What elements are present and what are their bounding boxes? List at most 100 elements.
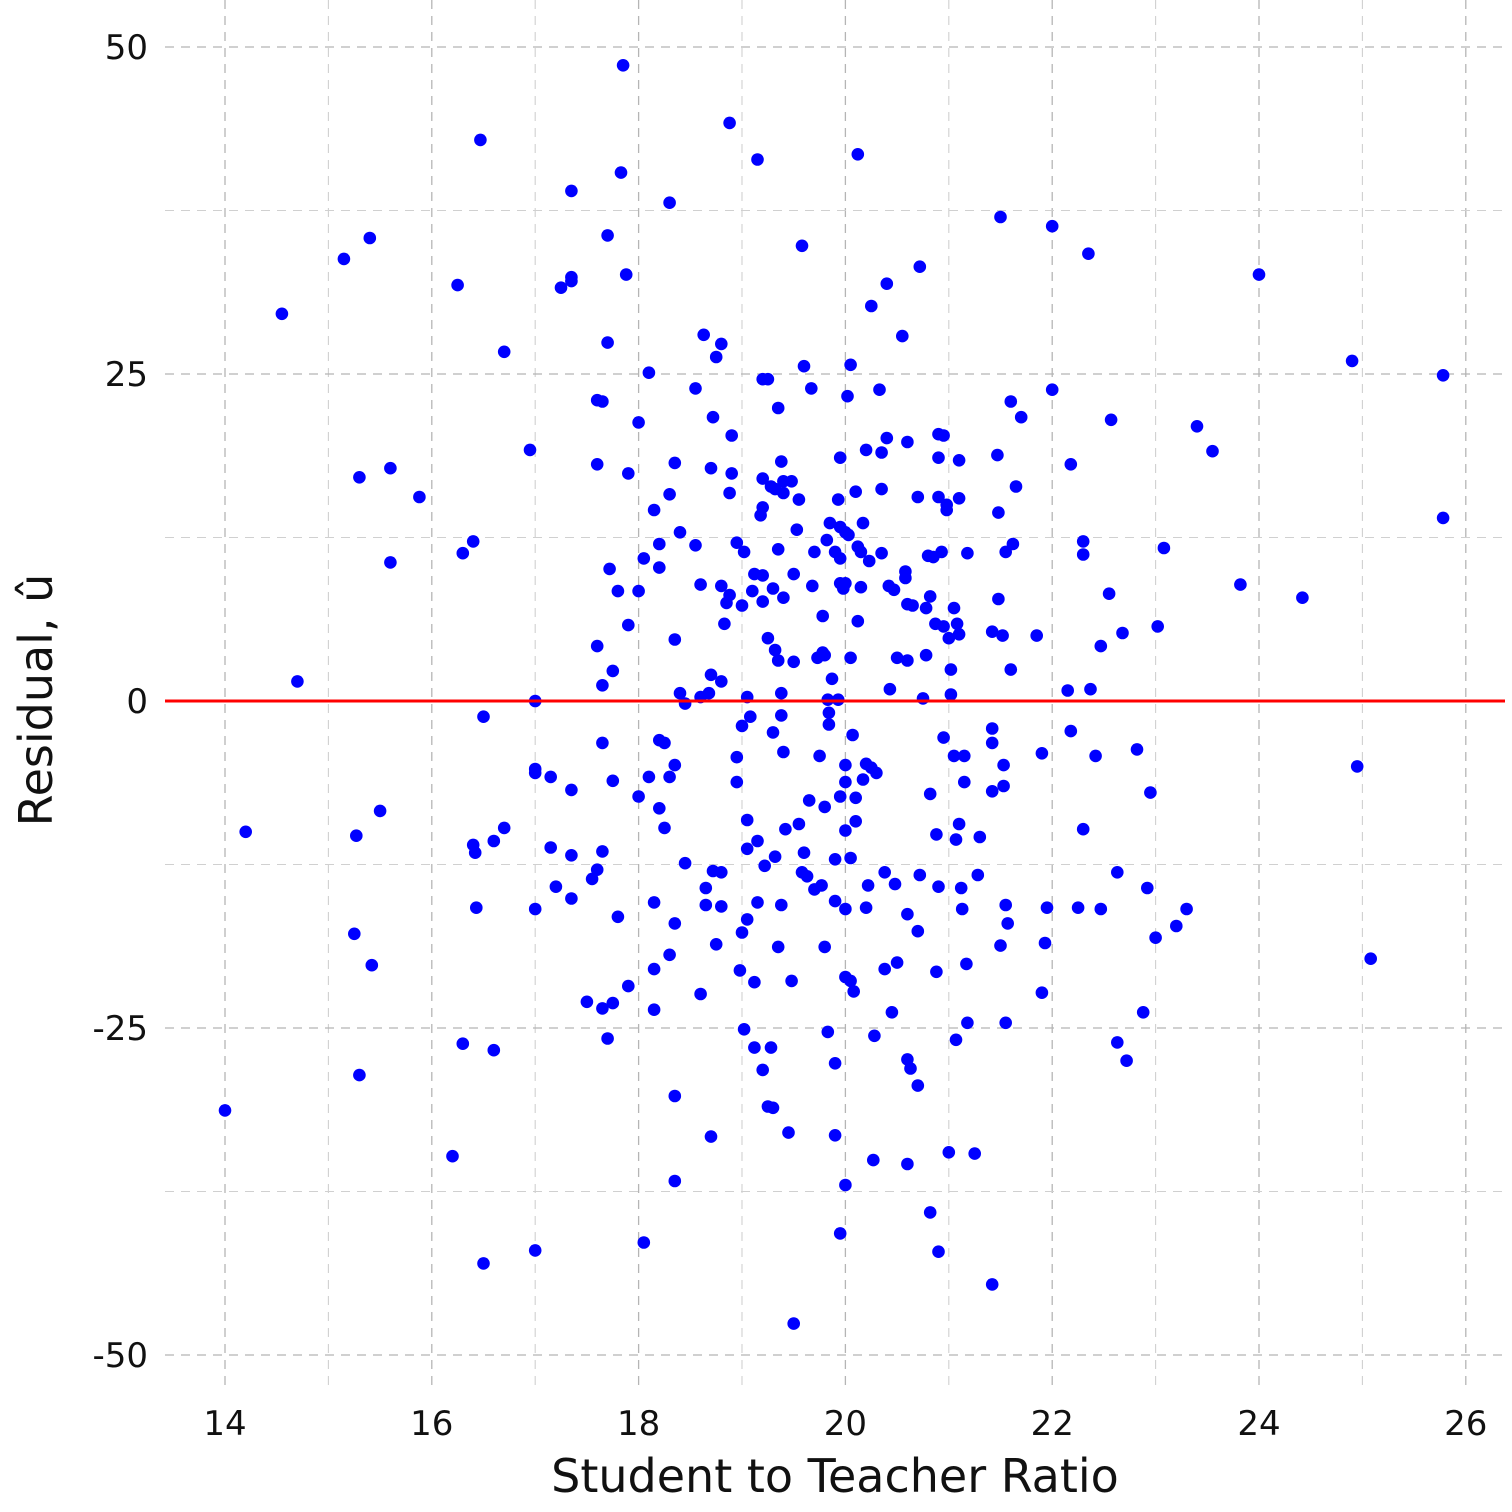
data-point	[785, 974, 798, 988]
data-point	[1089, 749, 1102, 763]
data-point	[906, 599, 919, 612]
data-point	[942, 631, 956, 645]
data-point	[800, 870, 814, 883]
data-point	[715, 900, 728, 913]
data-point	[1009, 480, 1023, 493]
data-point	[733, 964, 747, 977]
data-point	[348, 927, 361, 941]
data-point	[985, 625, 999, 638]
data-point	[756, 1063, 769, 1077]
data-point	[854, 580, 868, 594]
data-point	[806, 579, 819, 593]
data-point	[797, 359, 811, 373]
data-point	[619, 268, 633, 281]
data-point	[997, 758, 1010, 772]
data-point	[839, 902, 852, 916]
data-point	[818, 800, 831, 814]
data-point	[950, 617, 964, 631]
data-point	[768, 643, 782, 657]
x-tick-label: 18	[617, 1404, 660, 1444]
data-point	[642, 366, 656, 380]
data-point	[777, 745, 790, 759]
data-point	[668, 456, 682, 470]
data-point	[775, 898, 788, 912]
data-point	[842, 528, 855, 542]
data-point	[919, 648, 933, 662]
data-point	[992, 506, 1005, 519]
data-point	[1252, 268, 1266, 281]
data-point	[777, 591, 790, 604]
data-point	[833, 790, 847, 803]
data-point	[1004, 395, 1018, 408]
data-point	[849, 815, 862, 828]
data-point	[487, 834, 501, 848]
data-point	[944, 663, 958, 676]
data-point	[932, 1245, 945, 1258]
data-point	[1104, 413, 1118, 427]
data-point	[880, 431, 894, 445]
data-point	[751, 834, 764, 848]
data-point	[735, 719, 749, 733]
data-point	[678, 856, 692, 870]
y-tick-label: 0	[126, 682, 148, 722]
data-point	[839, 758, 852, 772]
data-point	[1076, 822, 1090, 836]
data-point	[723, 588, 736, 602]
data-point	[350, 829, 363, 842]
data-point	[901, 654, 914, 667]
data-point	[353, 471, 366, 484]
data-point	[668, 633, 682, 646]
data-point	[1084, 682, 1097, 696]
data-point	[725, 467, 738, 480]
data-point	[647, 962, 661, 976]
data-point	[896, 329, 909, 343]
data-point	[856, 773, 870, 786]
x-tick-label: 26	[1444, 1404, 1487, 1444]
data-point	[1180, 902, 1193, 916]
data-point	[831, 493, 845, 506]
data-point	[737, 1023, 751, 1036]
data-point	[637, 552, 651, 565]
data-point	[590, 863, 604, 876]
data-point	[1436, 369, 1450, 382]
data-point	[1170, 919, 1183, 933]
data-point	[944, 688, 958, 701]
data-point	[601, 336, 614, 349]
data-point	[596, 845, 609, 858]
data-point	[632, 790, 645, 803]
data-point	[748, 1041, 761, 1054]
data-point	[994, 939, 1007, 952]
data-point	[771, 543, 785, 556]
y-axis-title: Residual, û	[9, 574, 63, 827]
data-point	[1001, 917, 1014, 930]
data-point	[723, 486, 736, 500]
data-point	[802, 794, 816, 807]
data-point	[815, 879, 828, 892]
data-point	[805, 382, 818, 395]
data-point	[1151, 620, 1164, 633]
x-tick-label: 20	[824, 1404, 867, 1444]
data-point	[737, 545, 751, 559]
data-point	[768, 850, 782, 863]
data-point	[744, 710, 757, 723]
data-point	[596, 1002, 609, 1015]
data-point	[792, 493, 806, 506]
data-point	[775, 709, 788, 722]
data-point	[668, 917, 682, 930]
data-point	[775, 686, 788, 700]
data-point	[851, 614, 865, 628]
data-point	[859, 443, 873, 457]
data-point	[937, 731, 950, 744]
data-point	[913, 260, 927, 274]
data-point	[787, 567, 800, 581]
data-point	[867, 1153, 880, 1167]
data-point	[823, 516, 837, 530]
data-point	[888, 877, 902, 891]
data-point	[961, 1016, 974, 1030]
data-point	[456, 1037, 470, 1050]
data-point	[818, 940, 831, 954]
data-point	[844, 358, 857, 372]
data-point	[937, 620, 950, 633]
data-point	[833, 451, 847, 465]
data-point	[887, 583, 901, 597]
